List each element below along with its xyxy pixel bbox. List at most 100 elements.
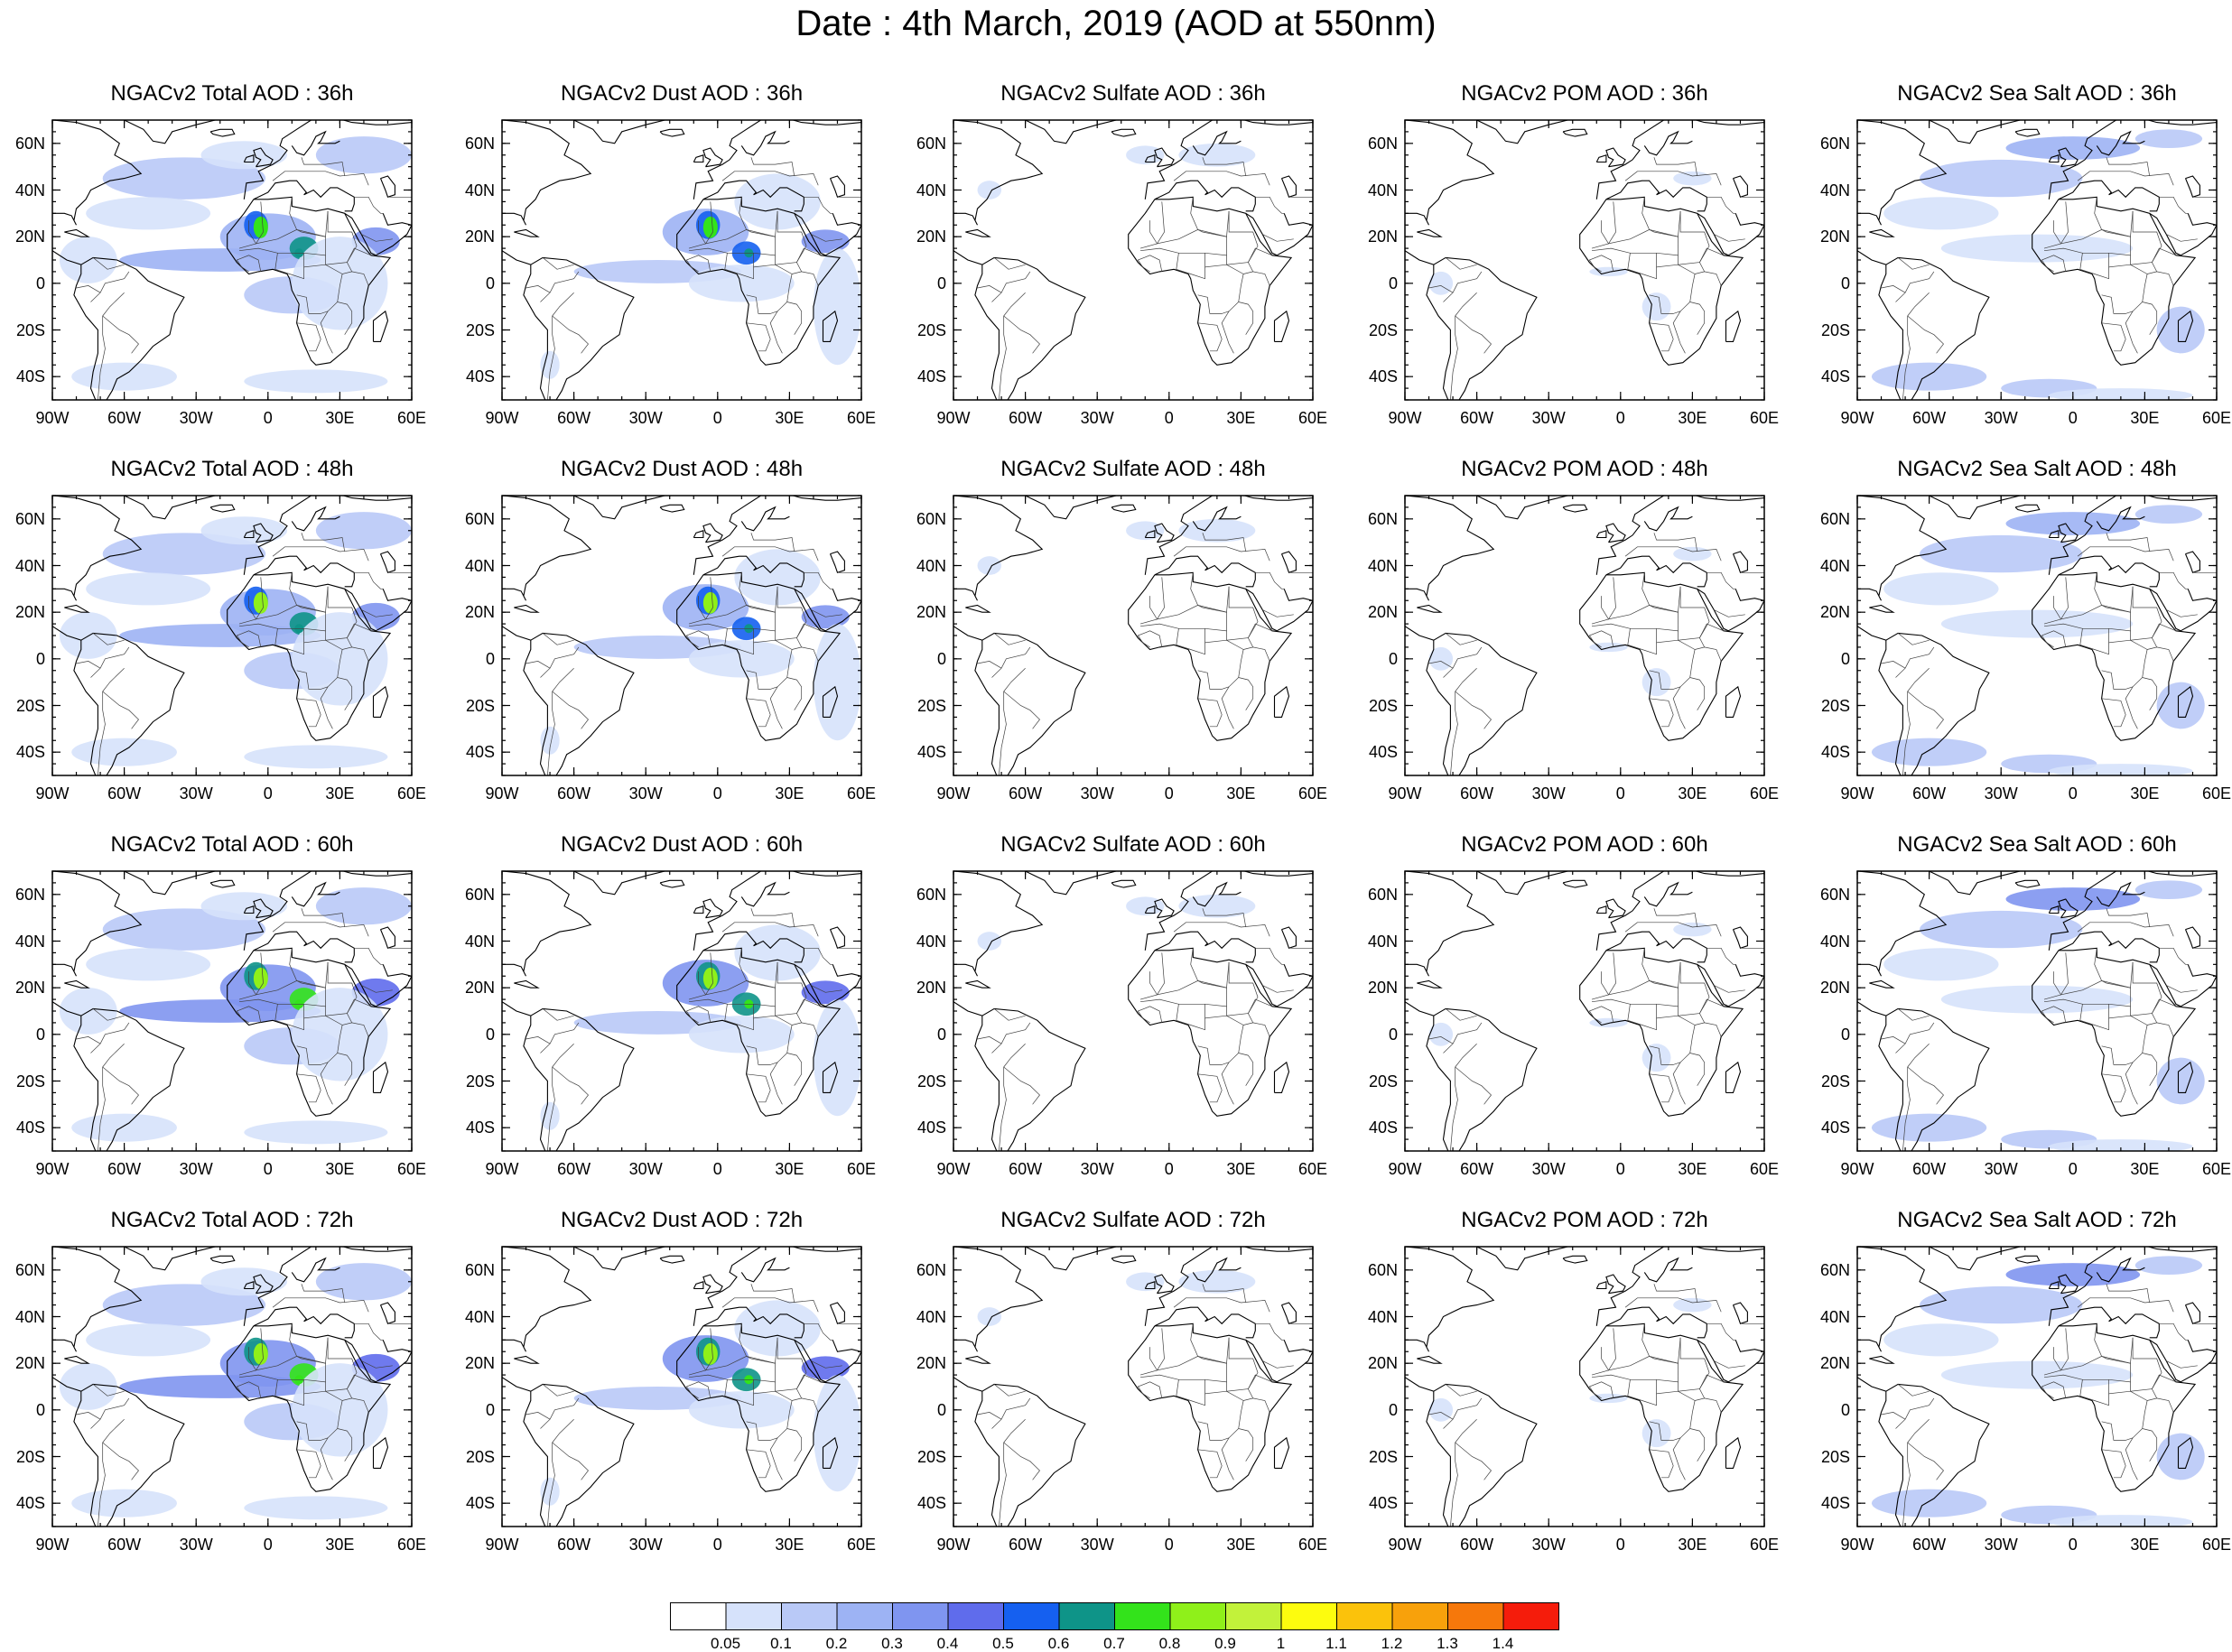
aod-hotspot xyxy=(253,591,268,614)
country-border xyxy=(1895,646,1935,678)
country-border xyxy=(2043,952,2069,1000)
coastline xyxy=(253,931,355,963)
country-border xyxy=(296,670,329,690)
coastline xyxy=(1869,979,1895,988)
country-border xyxy=(1204,628,1244,729)
country-border xyxy=(2159,571,2189,589)
colorbar-segment xyxy=(1336,1602,1393,1630)
coastline xyxy=(209,128,236,137)
country-border xyxy=(2108,253,2148,354)
country-border xyxy=(540,271,580,302)
country-border xyxy=(272,546,369,561)
panel-title: NGACv2 Sulfate AOD : 48h xyxy=(1000,457,1266,481)
lat-tick-label: 40S xyxy=(916,1494,946,1513)
coastline xyxy=(2058,555,2160,588)
coastline xyxy=(344,212,412,256)
country-border xyxy=(724,1004,754,1031)
coastline xyxy=(1280,926,1297,949)
country-border xyxy=(746,670,778,690)
country-borders xyxy=(76,908,412,1151)
aod-patch xyxy=(102,908,266,951)
lat-tick-label: 40S xyxy=(465,367,495,386)
country-border xyxy=(542,633,574,645)
country-border xyxy=(721,922,819,937)
ticks xyxy=(953,1246,1314,1527)
country-border xyxy=(1243,646,1270,662)
country-border xyxy=(102,1043,139,1105)
country-border xyxy=(337,302,353,335)
aod-field xyxy=(59,136,412,394)
lon-tick-label: 60E xyxy=(1749,1160,1780,1178)
country-border xyxy=(1649,1073,1674,1103)
coastline xyxy=(253,1274,274,1295)
coastline xyxy=(1605,180,1707,212)
lat-tick-label: 40S xyxy=(1820,1118,1850,1137)
lon-tick-label: 60W xyxy=(1912,784,1947,803)
aod-patch xyxy=(1178,1269,1256,1294)
lon-tick-label: 60W xyxy=(557,784,591,803)
ticks xyxy=(1856,870,2218,1152)
lat-tick-label: 0 xyxy=(1840,1400,1850,1419)
coastline xyxy=(829,175,845,198)
lat-tick-label: 20N xyxy=(14,979,45,998)
coastline xyxy=(2032,1323,2197,1492)
aod-patch xyxy=(540,350,560,379)
lat-tick-label: 20N xyxy=(1819,1354,1850,1373)
country-border xyxy=(2108,1004,2148,1105)
coastline xyxy=(1605,1306,1707,1339)
lat-tick-label: 20S xyxy=(1368,1072,1398,1091)
lat-tick-label: 60N xyxy=(14,1260,45,1279)
coastline xyxy=(227,196,392,366)
map-area xyxy=(1404,870,1765,1152)
lon-tick-label: 90W xyxy=(35,409,70,427)
country-border xyxy=(977,285,1002,293)
aod-patch xyxy=(86,948,211,981)
lon-tick-label: 90W xyxy=(485,784,519,803)
colorbar-label: 1.2 xyxy=(1381,1635,1403,1652)
country-borders xyxy=(1428,1284,1764,1527)
coastline xyxy=(2058,1274,2079,1295)
coastline xyxy=(1405,120,1495,226)
lat-tick-label: 40S xyxy=(15,1494,45,1513)
lon-tick-label: 0 xyxy=(1164,1160,1174,1178)
country-border xyxy=(786,1428,803,1462)
country-border xyxy=(1653,1284,1698,1304)
coastline xyxy=(1605,898,1626,919)
country-border xyxy=(1641,572,1681,613)
lat-tick-label: 20S xyxy=(1368,696,1398,715)
lat-tick-label: 20N xyxy=(916,979,946,998)
country-border xyxy=(1262,1360,1294,1369)
lat-tick-label: 40S xyxy=(916,367,946,386)
country-border xyxy=(1624,1297,1722,1313)
coastline xyxy=(1280,551,1297,573)
lon-tick-label: 0 xyxy=(1164,409,1174,427)
country-border xyxy=(76,1036,101,1044)
panel-title: NGACv2 Total AOD : 48h xyxy=(110,457,354,481)
aod-patch xyxy=(1883,572,1999,606)
lon-tick-label: 0 xyxy=(1615,1536,1625,1554)
country-border xyxy=(1897,1384,1930,1397)
country-border xyxy=(1445,1008,1477,1021)
country-border xyxy=(361,985,393,993)
panel-title: NGACv2 POM AOD : 48h xyxy=(1461,457,1708,481)
map-area xyxy=(953,119,1314,401)
country-border xyxy=(1137,630,1163,648)
country-border xyxy=(2101,698,2126,728)
country-border xyxy=(792,1397,819,1413)
country-border xyxy=(746,1045,778,1065)
aod-patch xyxy=(2156,306,2205,354)
country-border xyxy=(1204,253,1244,354)
aod-patch xyxy=(200,516,288,545)
colorbar-segment xyxy=(1225,1602,1282,1630)
lat-tick-label: 40N xyxy=(916,556,946,575)
country-border xyxy=(1190,572,1230,613)
aod-patch xyxy=(244,1120,388,1145)
country-borders xyxy=(525,1284,861,1527)
coastline xyxy=(344,1339,412,1383)
country-border xyxy=(542,1384,574,1397)
panel-title: NGACv2 Dust AOD : 48h xyxy=(560,457,804,481)
aod-patch xyxy=(102,157,266,200)
map-area xyxy=(1856,119,2218,401)
coastline xyxy=(540,496,665,520)
country-border xyxy=(1897,1008,1930,1021)
